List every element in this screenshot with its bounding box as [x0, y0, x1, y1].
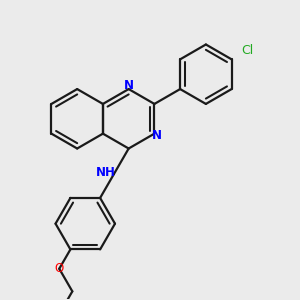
Text: Cl: Cl	[242, 44, 254, 57]
Text: O: O	[55, 262, 64, 275]
Text: N: N	[124, 79, 134, 92]
Text: N: N	[152, 129, 162, 142]
Text: NH: NH	[95, 166, 116, 179]
